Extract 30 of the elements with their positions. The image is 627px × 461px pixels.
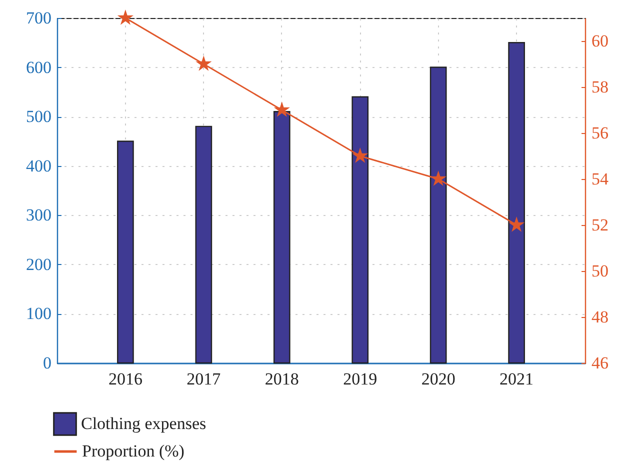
x-tick-label: 2021 (500, 370, 534, 388)
y2-tick-label: 58 (592, 78, 608, 96)
bar (430, 66, 447, 364)
bar (273, 111, 290, 364)
x-tick-label: 2020 (421, 370, 456, 388)
bar (117, 140, 134, 364)
y2-tick-label: 52 (592, 216, 608, 234)
x-tick-label: 2016 (108, 370, 142, 388)
y-tick-label: 500 (26, 107, 52, 126)
legend-label: Clothing expenses (81, 414, 206, 433)
y2-tick-label: 50 (592, 262, 608, 280)
y2-tick-label: 60 (592, 32, 608, 50)
y2-tick-label: 54 (592, 170, 609, 188)
bar (508, 42, 525, 364)
y-tick-label: 100 (26, 304, 52, 324)
y2-tick-label: 46 (592, 354, 608, 372)
y2-tick-label: 56 (592, 124, 608, 142)
bar (352, 96, 369, 364)
x-tick-label: 2019 (343, 370, 378, 388)
y-tick-label: 600 (26, 58, 52, 77)
legend-label: Proportion (%) (82, 442, 184, 460)
bar (195, 126, 212, 364)
y-tick-label: 200 (26, 254, 52, 274)
y-tick-label: 0 (43, 354, 52, 372)
y-tick-label: 300 (26, 206, 52, 225)
y-tick-label: 700 (26, 8, 52, 28)
x-tick-label: 2018 (264, 370, 299, 388)
y-tick-label: 400 (26, 156, 52, 176)
x-tick-label: 2017 (186, 370, 222, 388)
y2-tick-label: 48 (592, 308, 608, 326)
